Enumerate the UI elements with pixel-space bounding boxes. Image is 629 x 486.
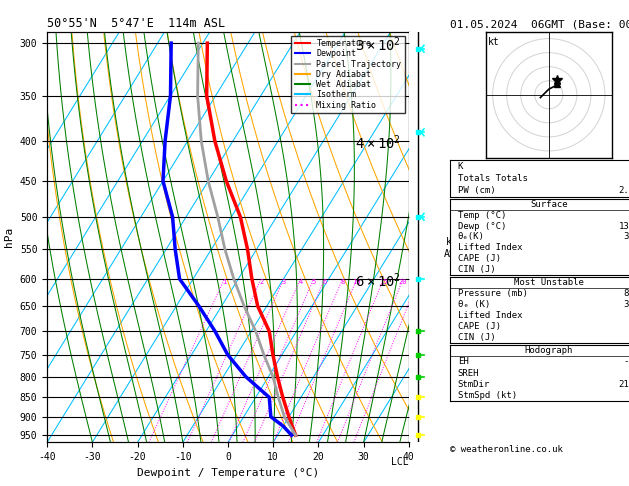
Text: 10: 10 xyxy=(353,279,361,285)
Text: Pressure (mb): Pressure (mb) xyxy=(458,289,528,298)
Text: Surface: Surface xyxy=(530,200,567,209)
Text: CIN (J): CIN (J) xyxy=(458,265,495,274)
Text: EH: EH xyxy=(458,357,469,366)
Text: CIN (J): CIN (J) xyxy=(458,332,495,342)
Text: Totals Totals: Totals Totals xyxy=(458,174,528,183)
Text: 211°: 211° xyxy=(618,380,629,389)
Text: 2.32: 2.32 xyxy=(618,186,629,195)
Text: Most Unstable: Most Unstable xyxy=(514,278,584,287)
Text: 314: 314 xyxy=(624,232,629,242)
Text: 850: 850 xyxy=(624,289,629,298)
Text: -22: -22 xyxy=(624,357,629,366)
Text: StmDir: StmDir xyxy=(458,380,490,389)
Text: © weatheronline.co.uk: © weatheronline.co.uk xyxy=(450,445,562,454)
Text: 6: 6 xyxy=(323,279,327,285)
Text: 13.1: 13.1 xyxy=(618,222,629,231)
Text: kt: kt xyxy=(488,36,500,47)
Text: 8: 8 xyxy=(340,279,345,285)
Text: 50°55'N  5°47'E  114m ASL: 50°55'N 5°47'E 114m ASL xyxy=(47,17,225,31)
Text: 3: 3 xyxy=(282,279,286,285)
Text: LCL: LCL xyxy=(391,457,409,467)
Text: CAPE (J): CAPE (J) xyxy=(458,254,501,263)
Text: PW (cm): PW (cm) xyxy=(458,186,495,195)
X-axis label: Dewpoint / Temperature (°C): Dewpoint / Temperature (°C) xyxy=(137,468,319,478)
Text: 1: 1 xyxy=(223,279,226,285)
Text: 314: 314 xyxy=(624,300,629,309)
Text: 20: 20 xyxy=(399,279,408,285)
Text: 4: 4 xyxy=(298,279,303,285)
Text: CAPE (J): CAPE (J) xyxy=(458,322,501,331)
Legend: Temperature, Dewpoint, Parcel Trajectory, Dry Adiabat, Wet Adiabat, Isotherm, Mi: Temperature, Dewpoint, Parcel Trajectory… xyxy=(291,36,404,113)
Text: 01.05.2024  06GMT (Base: 00): 01.05.2024 06GMT (Base: 00) xyxy=(450,19,629,29)
Text: K: K xyxy=(458,162,463,171)
Text: SREH: SREH xyxy=(458,368,479,378)
Text: Dewp (°C): Dewp (°C) xyxy=(458,222,506,231)
Y-axis label: km
ASL: km ASL xyxy=(443,237,461,259)
Text: 15: 15 xyxy=(379,279,388,285)
Text: 5: 5 xyxy=(311,279,316,285)
Text: Temp (°C): Temp (°C) xyxy=(458,211,506,220)
Text: Hodograph: Hodograph xyxy=(525,346,573,355)
Text: Lifted Index: Lifted Index xyxy=(458,243,522,252)
Y-axis label: hPa: hPa xyxy=(4,227,14,247)
Text: θₑ (K): θₑ (K) xyxy=(458,300,490,309)
Text: 2: 2 xyxy=(259,279,264,285)
Text: StmSpd (kt): StmSpd (kt) xyxy=(458,391,517,400)
Text: θₑ(K): θₑ(K) xyxy=(458,232,484,242)
Text: Lifted Index: Lifted Index xyxy=(458,311,522,320)
